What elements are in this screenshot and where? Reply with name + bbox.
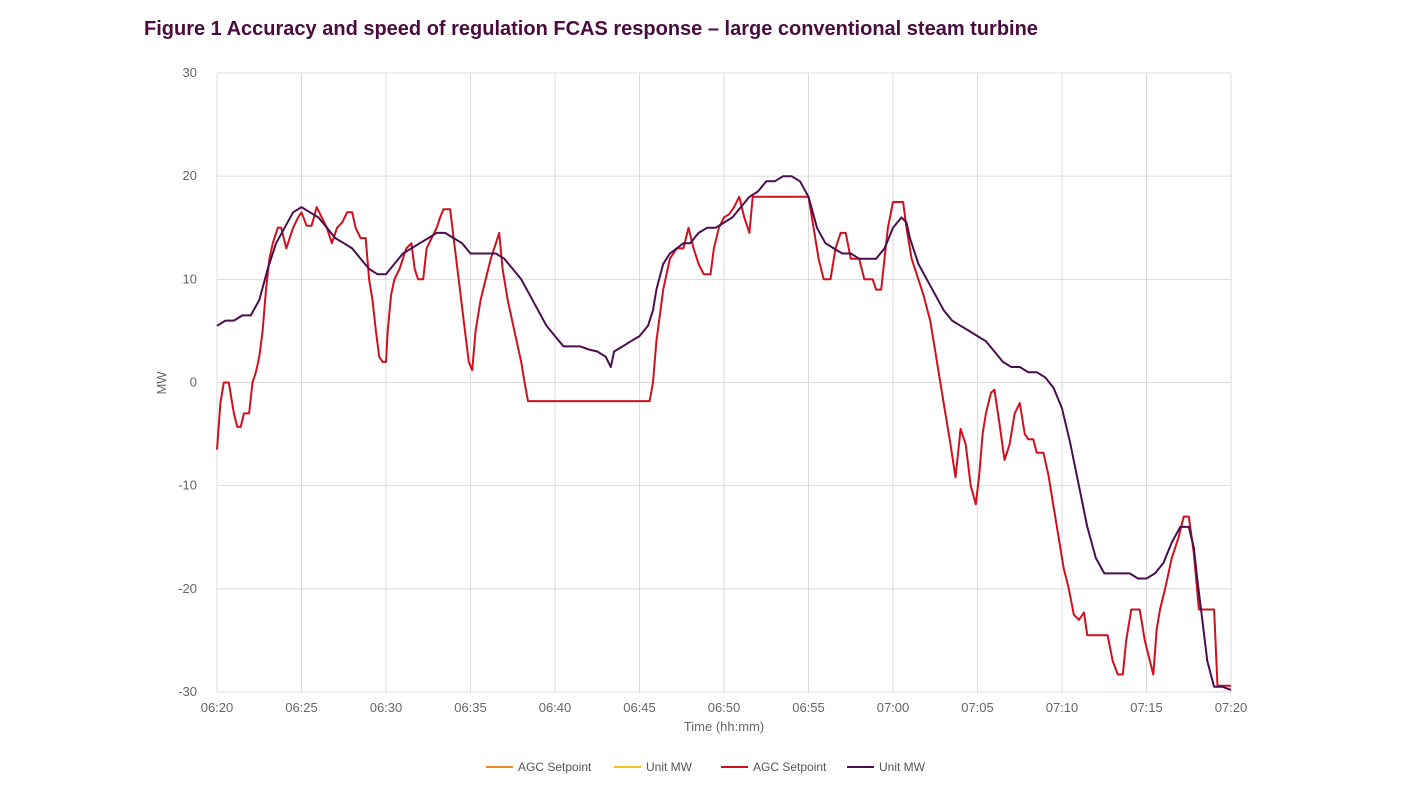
x-tick-label: 06:40 (539, 700, 572, 715)
x-tick-label: 07:15 (1130, 700, 1163, 715)
y-axis-label: MW (154, 371, 169, 395)
x-tick-label: 07:00 (877, 700, 910, 715)
series-lines (216, 175, 1232, 691)
x-tick-label: 06:20 (201, 700, 234, 715)
legend-label: Unit MW (879, 760, 926, 774)
y-tick-label: -10 (178, 478, 197, 493)
x-tick-label: 06:50 (708, 700, 741, 715)
legend: AGC Setpoint Unit MW AGC Setpoint Unit MW (486, 760, 926, 774)
x-tick-label: 06:25 (285, 700, 318, 715)
y-tick-label: -30 (178, 684, 197, 699)
legend-label: AGC Setpoint (518, 760, 592, 774)
x-tick-label: 07:05 (961, 700, 994, 715)
x-tick-label: 07:10 (1046, 700, 1079, 715)
x-axis-ticks: 06:20 06:25 06:30 06:35 06:40 06:45 06:50 06:55… (201, 700, 1248, 715)
y-tick-label: 0 (190, 375, 197, 390)
x-tick-label: 06:35 (454, 700, 487, 715)
x-tick-label: 07:20 (1215, 700, 1248, 715)
grid-lines (216, 72, 1232, 693)
figure-title: Figure 1 Accuracy and speed of regulatio… (144, 18, 1038, 40)
series-line-agc-setpoint (216, 195, 1231, 687)
series-line-unit-mw (216, 175, 1232, 691)
y-tick-label: 10 (183, 271, 197, 286)
legend-label: Unit MW (646, 760, 693, 774)
x-tick-label: 06:45 (623, 700, 656, 715)
legend-label: AGC Setpoint (753, 760, 827, 774)
y-tick-label: 30 (183, 65, 197, 80)
x-axis-label: Time (hh:mm) (684, 719, 764, 734)
y-axis-ticks: 30 20 10 0 -10 -20 -30 (178, 65, 197, 699)
x-tick-label: 06:30 (370, 700, 403, 715)
y-tick-label: 20 (183, 168, 197, 183)
x-tick-label: 06:55 (792, 700, 825, 715)
y-tick-label: -20 (178, 581, 197, 596)
